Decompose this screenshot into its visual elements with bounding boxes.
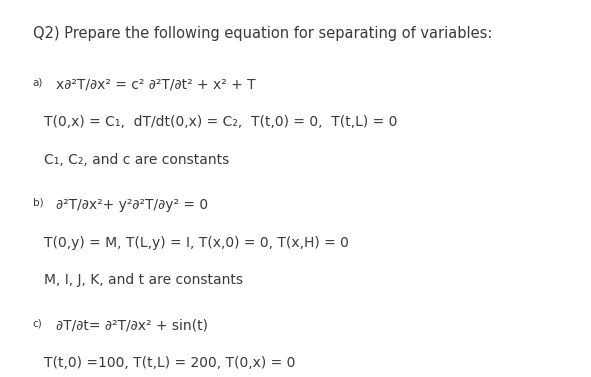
Text: c): c)	[33, 319, 42, 329]
Text: x∂²T/∂x² = c² ∂²T/∂t² + x² + T: x∂²T/∂x² = c² ∂²T/∂t² + x² + T	[56, 77, 256, 91]
Text: T(0,x) = C₁,  dT/dt(0,x) = C₂,  T(t,0) = 0,  T(t,L) = 0: T(0,x) = C₁, dT/dt(0,x) = C₂, T(t,0) = 0…	[44, 115, 398, 129]
Text: ∂T/∂t= ∂²T/∂x² + sin(t): ∂T/∂t= ∂²T/∂x² + sin(t)	[56, 319, 208, 333]
Text: T(0,y) = M, T(L,y) = I, T(x,0) = 0, T(x,H) = 0: T(0,y) = M, T(L,y) = I, T(x,0) = 0, T(x,…	[44, 236, 349, 250]
Text: T(t,0) =100, T(t,L) = 200, T(0,x) = 0: T(t,0) =100, T(t,L) = 200, T(0,x) = 0	[44, 356, 296, 370]
Text: a): a)	[33, 77, 43, 87]
Text: Q2) Prepare the following equation for separating of variables:: Q2) Prepare the following equation for s…	[33, 26, 492, 41]
Text: C₁, C₂, and c are constants: C₁, C₂, and c are constants	[44, 153, 229, 167]
Text: M, I, J, K, and t are constants: M, I, J, K, and t are constants	[44, 273, 243, 287]
Text: b): b)	[33, 198, 43, 208]
Text: ∂²T/∂x²+ y²∂²T/∂y² = 0: ∂²T/∂x²+ y²∂²T/∂y² = 0	[56, 198, 208, 212]
